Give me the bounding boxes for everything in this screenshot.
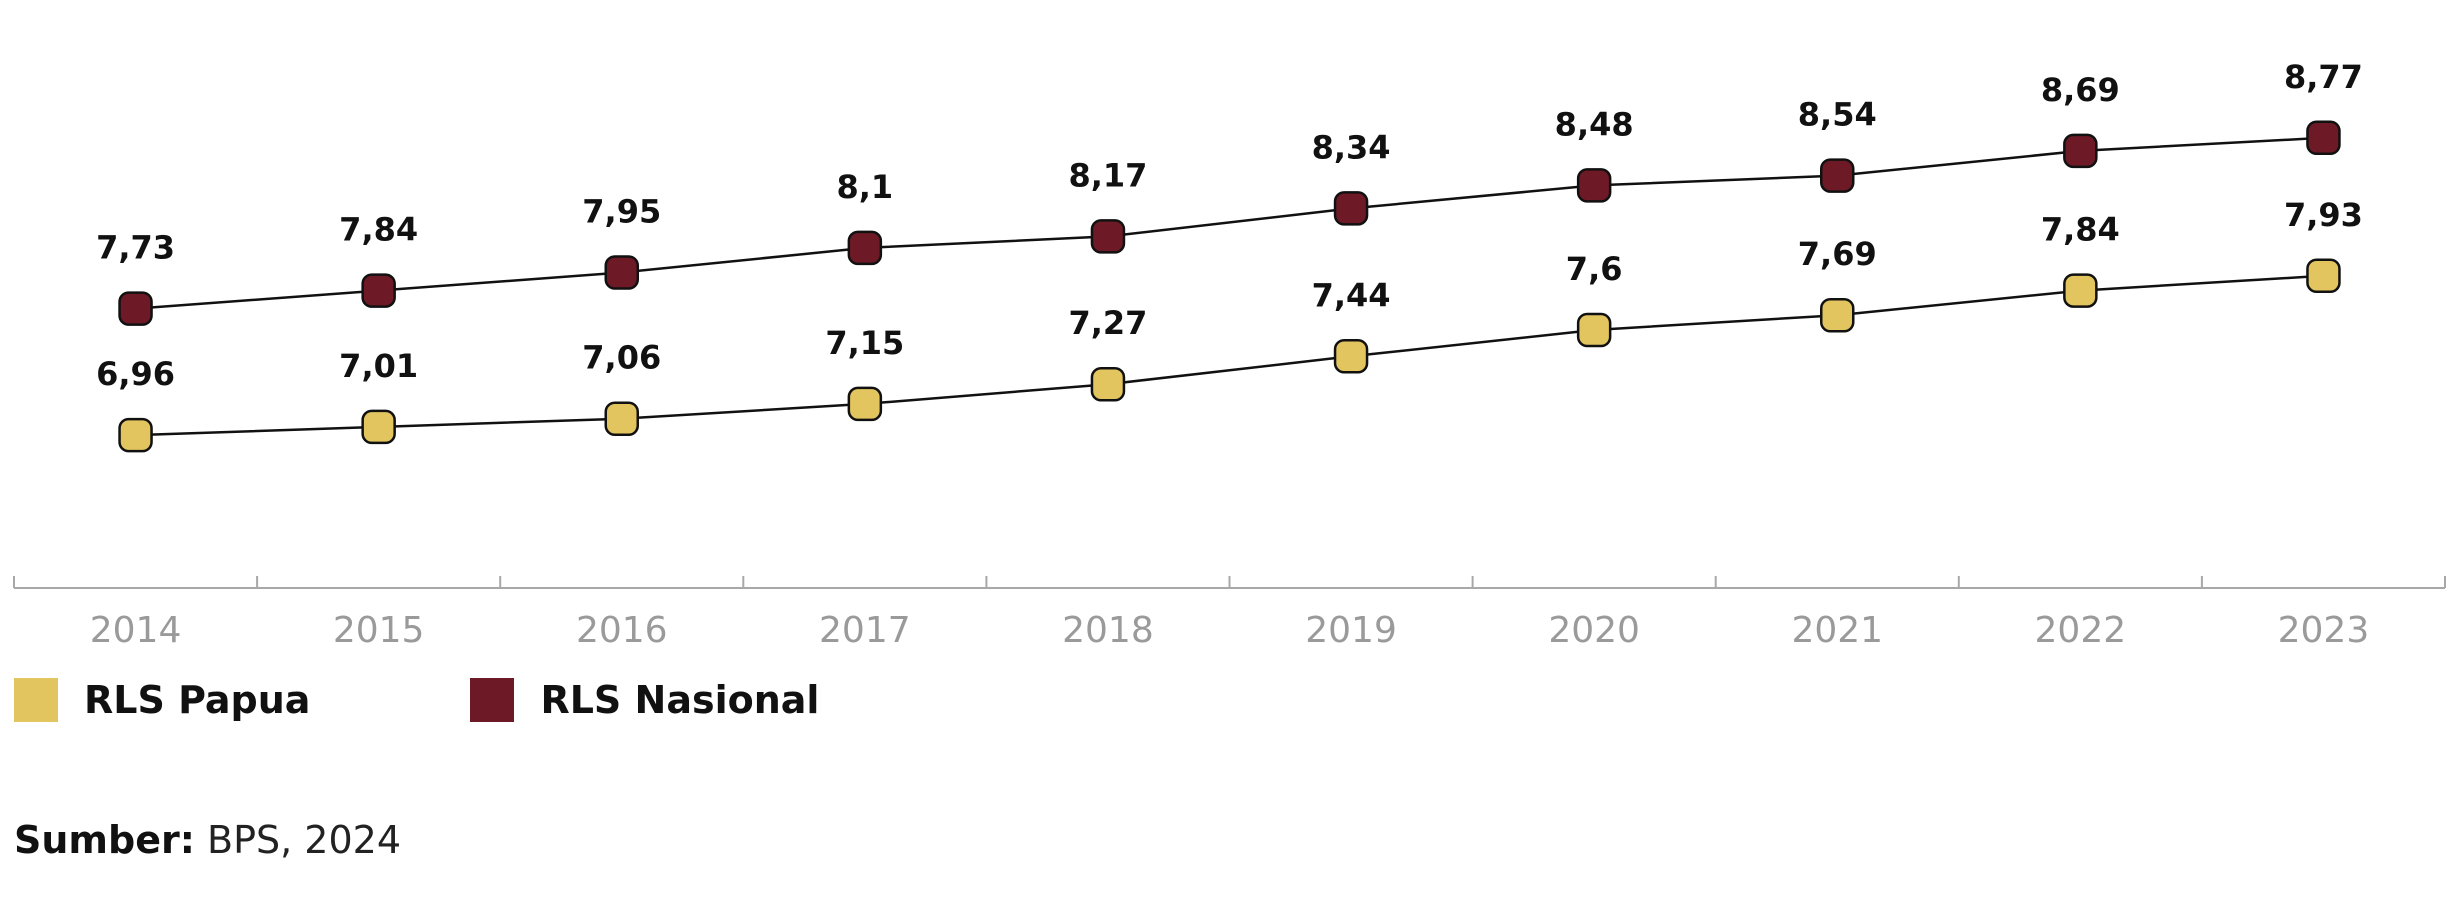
data-label-rls-papua-2014: 6,96: [96, 355, 175, 393]
data-point-rls-nasional-2017: [847, 230, 883, 266]
data-label-rls-nasional-2017: 8,1: [837, 168, 894, 206]
data-label-rls-nasional-2018: 8,17: [1068, 156, 1147, 194]
source-label: Sumber:: [14, 818, 195, 862]
data-label-rls-papua-2016: 7,06: [582, 339, 661, 377]
data-point-rls-nasional-2015: [361, 273, 396, 308]
data-label-rls-papua-2021: 7,69: [1798, 235, 1877, 273]
data-label-rls-nasional-2015: 7,84: [339, 211, 418, 249]
data-label-rls-papua-2015: 7,01: [339, 347, 418, 385]
x-axis: 2014 2015 2016 2017 2018 2019 2020 2021 2022 2023: [13, 576, 2446, 651]
data-point-rls-nasional-2020: [1576, 168, 1612, 203]
data-point-rls-nasional-2016: [604, 255, 639, 290]
data-point-rls-papua-2020: [1576, 312, 1612, 348]
legend-label-rls-nasional: RLS Nasional: [540, 678, 820, 722]
x-tick-label-2018: 2018: [1062, 610, 1154, 651]
series-rls-papua: [118, 258, 2341, 453]
legend-item-rls-papua: RLS Papua: [14, 678, 310, 722]
data-point-rls-nasional-2023: [2306, 120, 2341, 156]
data-label-rls-papua-2022: 7,84: [2041, 211, 2120, 249]
data-label-rls-nasional-2019: 8,34: [1312, 128, 1391, 166]
data-label-rls-papua-2019: 7,44: [1312, 276, 1391, 314]
legend-swatch-rls-papua: [14, 678, 58, 722]
data-label-rls-papua-2017: 7,15: [825, 324, 904, 362]
data-label-rls-nasional-2021: 8,54: [1798, 96, 1877, 134]
source-note: Sumber: BPS, 2024: [14, 818, 401, 862]
x-tick-label-2014: 2014: [90, 610, 182, 651]
data-point-rls-papua-2014: [118, 417, 153, 453]
x-tick-label-2019: 2019: [1305, 610, 1397, 651]
data-point-rls-papua-2016: [604, 401, 639, 436]
data-point-rls-nasional-2019: [1333, 191, 1369, 226]
data-label-rls-papua-2020: 7,6: [1566, 250, 1623, 288]
data-point-rls-nasional-2022: [2063, 133, 2098, 169]
line-chart: 2014 2015 2016 2017 2018 2019 2020 2021 2022 2023…: [13, 58, 2446, 651]
data-label-rls-nasional-2020: 8,48: [1555, 105, 1634, 143]
legend-label-rls-papua: RLS Papua: [84, 678, 311, 722]
data-point-rls-papua-2023: [2306, 258, 2341, 294]
data-point-rls-nasional-2018: [1090, 219, 1126, 254]
x-tick-label-2020: 2020: [1548, 610, 1640, 651]
series-line-rls-papua: [135, 274, 2324, 437]
source-text: BPS, 2024: [207, 818, 402, 862]
data-label-rls-nasional-2016: 7,95: [582, 193, 661, 231]
x-tick-label-2015: 2015: [333, 610, 425, 651]
data-label-rls-papua-2018: 7,27: [1068, 304, 1147, 342]
data-labels: 6,96 7,01 7,06 7,15 7,27 7,44 7,6 7,69 7,84 7,93 7…: [96, 58, 2363, 393]
legend-swatch-rls-nasional: [470, 678, 515, 722]
series-line-rls-nasional: [135, 136, 2324, 310]
x-tick-label-2021: 2021: [1791, 610, 1883, 651]
data-point-rls-papua-2018: [1090, 366, 1126, 402]
series-rls-nasional: [118, 120, 2341, 326]
x-tick-label-2016: 2016: [576, 610, 668, 651]
data-point-rls-papua-2022: [2063, 273, 2098, 308]
data-point-rls-papua-2019: [1333, 339, 1369, 374]
data-point-rls-papua-2021: [1820, 297, 1855, 333]
x-tick-label-2022: 2022: [2035, 610, 2127, 651]
legend: RLS Papua RLS Nasional: [14, 672, 889, 728]
x-tick-label-2017: 2017: [819, 610, 911, 651]
data-label-rls-nasional-2022: 8,69: [2041, 71, 2120, 109]
legend-item-rls-nasional: RLS Nasional: [470, 678, 819, 722]
data-label-rls-nasional-2023: 8,77: [2284, 58, 2363, 96]
data-label-rls-nasional-2014: 7,73: [96, 229, 175, 267]
x-tick-label-2023: 2023: [2278, 610, 2370, 651]
series-layer: [118, 120, 2341, 453]
data-point-rls-nasional-2014: [118, 291, 153, 326]
data-point-rls-papua-2017: [847, 386, 883, 422]
data-label-rls-papua-2023: 7,93: [2284, 196, 2363, 234]
data-point-rls-nasional-2021: [1820, 158, 1855, 193]
data-point-rls-papua-2015: [361, 409, 396, 445]
